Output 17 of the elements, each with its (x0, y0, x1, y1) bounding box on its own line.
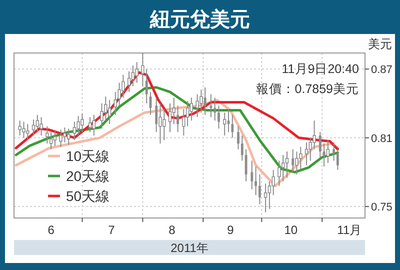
legend-label: 50天線 (66, 188, 110, 204)
x-tick-label: 9 (227, 223, 234, 237)
text: 2011年 (170, 241, 208, 255)
x-tick-label: 7 (108, 223, 116, 237)
x-tick-label: 11月 (337, 223, 362, 237)
x-tick-label: 10 (284, 223, 298, 237)
legend-label: 10天線 (66, 148, 110, 164)
annotation: 報價：0.7859美元 (256, 81, 359, 96)
x-tick-label: 6 (48, 223, 55, 237)
annotation: 11月9日20:40 (282, 62, 360, 76)
y-tick-label: 0.75 (371, 202, 392, 214)
x-tick-label: 8 (168, 223, 176, 237)
y-tick-label: 0.87 (371, 64, 392, 76)
chart-title: 紐元兌美元 (149, 8, 250, 31)
legend-label: 20天線 (66, 168, 110, 184)
y-axis-title: 美元 (368, 37, 392, 51)
y-tick-label: 0.81 (371, 132, 392, 145)
